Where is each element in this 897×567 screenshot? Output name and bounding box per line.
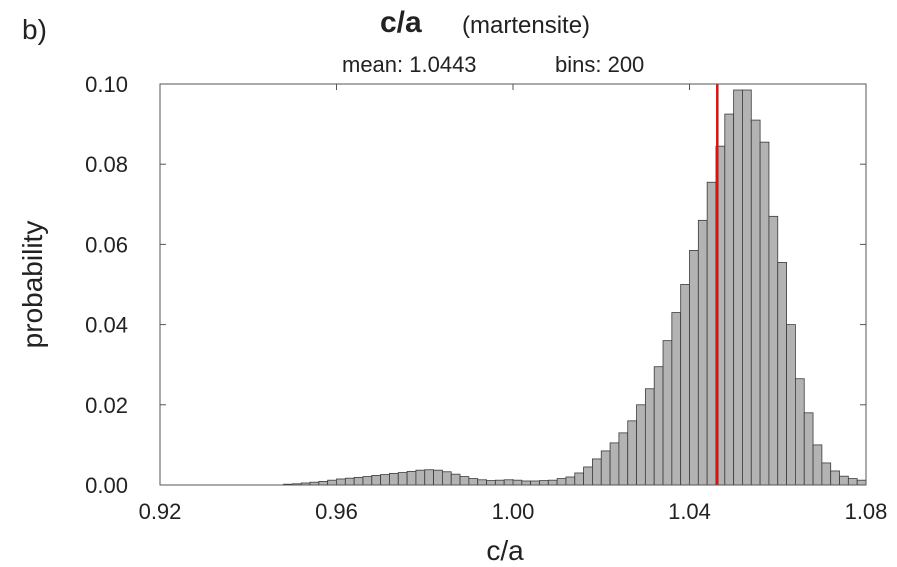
histogram-bar — [344, 477, 355, 486]
x-tick-label: 1.04 — [668, 499, 711, 524]
histogram-bar — [680, 284, 690, 486]
histogram-bars — [283, 89, 867, 486]
x-tick-label: 0.96 — [315, 499, 358, 524]
bins-subtitle: bins: 200 — [555, 52, 645, 77]
histogram-bar — [618, 432, 629, 486]
histogram-bar — [812, 444, 823, 486]
chart-title-qualifier: (martensite) — [462, 12, 591, 39]
histogram-bar — [406, 470, 417, 486]
histogram-bar — [733, 89, 743, 486]
histogram-bar — [362, 476, 373, 486]
histogram-bar — [459, 476, 470, 486]
y-tick-label: 0.06 — [85, 232, 128, 257]
histogram-bar — [512, 479, 523, 486]
histogram-bar — [777, 262, 787, 486]
histogram-bar — [750, 119, 761, 486]
histogram-bar — [830, 470, 840, 486]
histogram-bar — [795, 378, 805, 486]
histogram-bar — [856, 479, 867, 486]
x-tick-label: 1.00 — [492, 499, 535, 524]
histogram-bar — [503, 479, 514, 486]
histogram-bar — [397, 472, 408, 486]
y-tick-label: 0.02 — [85, 393, 128, 418]
histogram-bar — [353, 476, 364, 486]
histogram-bar — [592, 458, 602, 486]
axis-ticks: 0.92 0.96 1.00 1.04 1.08 0.00 0.02 0.04 0.06 0.08… — [85, 72, 887, 524]
histogram-bar — [521, 480, 532, 486]
histogram-bar — [486, 480, 496, 486]
histogram-bar — [477, 479, 487, 486]
histogram-bar — [494, 479, 505, 486]
histogram-bar — [547, 479, 558, 486]
x-axis-label: c/a — [486, 535, 524, 566]
histogram-bar — [644, 388, 655, 486]
histogram-bar — [530, 480, 540, 486]
histogram-bar — [468, 478, 479, 486]
histogram-bar — [636, 404, 646, 486]
histogram-bar — [336, 478, 346, 486]
histogram-bar — [768, 215, 779, 486]
y-axis-label: probability — [17, 221, 48, 349]
y-tick-label: 0.08 — [85, 152, 128, 177]
histogram-bar — [600, 450, 611, 486]
histogram-bar — [441, 471, 452, 486]
histogram-bar — [839, 475, 849, 486]
histogram-bar — [786, 324, 796, 486]
x-tick-label: 0.92 — [139, 499, 182, 524]
histogram-bar — [609, 442, 620, 486]
histogram-bar — [803, 412, 814, 486]
histogram-bar — [371, 474, 382, 486]
histogram-bar — [450, 473, 461, 486]
y-tick-label: 0.04 — [85, 313, 128, 338]
histogram-bar — [389, 472, 399, 486]
histogram-bar — [574, 472, 585, 486]
histogram-bar — [415, 469, 426, 486]
histogram-bar — [327, 479, 337, 486]
histogram-bar — [847, 478, 858, 486]
histogram-bar — [724, 113, 735, 486]
histogram-bar — [556, 478, 567, 486]
histogram-bar — [318, 480, 329, 486]
x-tick-label: 1.08 — [845, 499, 888, 524]
histogram-bar — [539, 480, 549, 486]
chart-title: c/a — [380, 6, 422, 39]
histogram-bar — [662, 340, 673, 486]
mean-subtitle: mean: 1.0443 — [342, 52, 477, 77]
histogram-bar — [424, 469, 434, 486]
histogram-bar — [380, 474, 390, 486]
histogram-bar — [671, 312, 682, 486]
histogram-bar — [689, 250, 699, 486]
histogram-bar — [433, 469, 443, 486]
panel-label: b) — [22, 14, 47, 45]
y-tick-label: 0.00 — [85, 473, 128, 498]
histogram-bar — [742, 89, 752, 486]
histogram-bar — [821, 462, 832, 486]
histogram-bar — [697, 219, 708, 486]
y-tick-label: 0.10 — [85, 72, 128, 97]
histogram-bar — [759, 141, 770, 486]
histogram-bar — [653, 366, 664, 486]
histogram-bar — [583, 466, 593, 486]
histogram-bar — [627, 420, 637, 486]
histogram-bar — [706, 181, 717, 486]
histogram-bar — [565, 476, 576, 486]
